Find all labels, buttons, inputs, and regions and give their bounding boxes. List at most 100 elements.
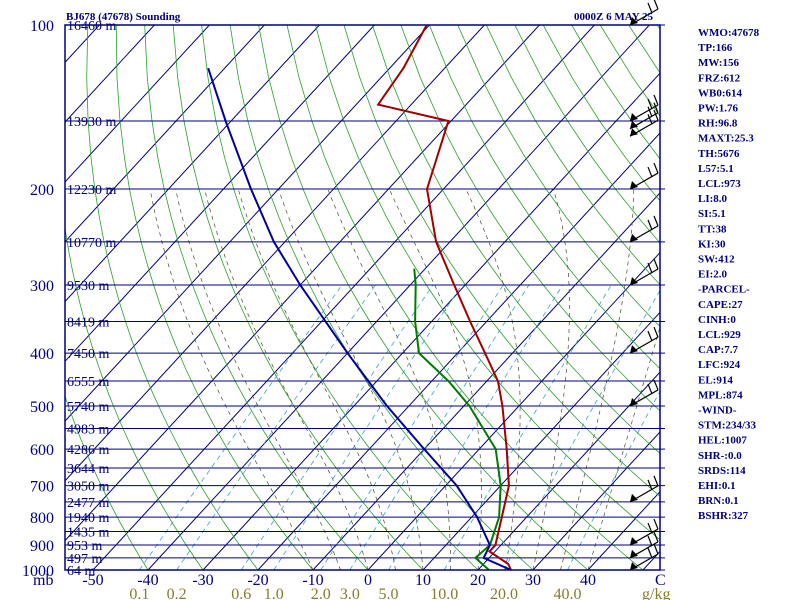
sounding-index: TT:38 [698,223,727,235]
barb-flag [630,233,638,242]
sounding-index: EI:2.0 [698,269,728,281]
barb-feather [647,166,653,178]
temperature-tick-label: -10 [302,572,323,589]
pressure-tick-label: 500 [30,399,54,416]
isotherm-line [65,25,320,303]
sounding-index: SRDS:114 [698,465,746,477]
wind-barb [629,215,659,243]
temperature-tick-label: -20 [247,572,268,589]
moist-adiabat [327,188,451,570]
barb-flag [630,562,638,570]
mixing-ratio-tick-label: 20.0 [490,586,518,600]
temperature-tick-label: 10 [415,572,431,589]
height-label: 9530 m [67,279,110,294]
temperature-tick-label: 40 [580,572,596,589]
barb-flag [630,549,638,558]
barb-feather [647,114,653,125]
pressure-tick-label: 700 [30,479,54,496]
sounding-indices-panel: WMO:47678 TP:166 MW:156 FRZ:612 WB0:614 PW:1.… [698,27,760,522]
sounding-index: MAXT:25.3 [698,133,754,145]
isotherm-line [257,132,660,570]
dry-adiabat [429,25,660,370]
sounding-index: KI:30 [698,238,726,250]
barb-feather [653,0,659,10]
temperature-tick-label: 30 [525,572,541,589]
pressure-tick-label: 1000 [22,563,54,580]
chart-title-left: BJ678 (47678) Sounding [66,11,181,23]
moist-adiabat [278,188,424,570]
temperature-tick-label: -30 [192,572,213,589]
height-label: 4286 m [67,443,110,458]
barb-feather [647,106,653,117]
barb-feather [647,262,653,274]
temperature-profile [376,25,512,570]
mixing-ratio-tick-label: 5.0 [378,586,398,600]
height-label: 3644 m [67,462,110,477]
moist-adiabat [587,325,660,570]
isobar-lines [65,24,665,571]
wind-barb [629,475,659,503]
mixing-ratio-line [443,284,612,570]
isotherm-line [532,431,660,570]
dry-adiabat [201,25,479,570]
height-label: 5740 m [67,400,110,415]
dry-adiabat [115,25,314,570]
mixing-ratio-tick-label: 1.0 [264,586,284,600]
barb-feather [647,522,653,534]
isotherm-line [65,25,155,123]
mixing-ratio-tick-label: 10.0 [430,586,458,600]
isotherm-line [477,371,660,570]
wind-barb [629,162,659,190]
sounding-index: LFC:924 [698,359,741,371]
wind-barb [629,518,659,546]
height-label: 16460 m [67,19,117,34]
barb-feather [653,162,659,174]
sounding-index: EHI:0.1 [698,480,736,492]
wind-barb [629,110,659,137]
barb-flag [630,120,638,129]
barb-feather [647,535,653,547]
mixing-ratio-tick-label: 0.2 [167,586,187,600]
wind-barb [629,94,659,122]
wind-barb [629,0,659,26]
sounding-index: LCL:929 [698,329,741,341]
mixing-ratio-tick-label: 3.0 [340,586,360,600]
barb-feather [647,330,653,342]
sounding-profiles [207,25,512,570]
barb-feather [653,531,659,543]
barb-feather [647,219,653,231]
temperature-tick-label: -40 [137,572,158,589]
barb-feather [653,215,659,227]
mixing-ratio-unit: g/kg [642,586,670,600]
pressure-tick-label: 100 [30,18,54,35]
height-label: 10770 m [67,236,117,251]
mixing-ratio-tick-label: 0.6 [231,586,251,600]
sounding-index: TH:5676 [698,148,740,160]
barb-feather [647,479,653,491]
wind-barb [629,543,659,571]
dry-adiabat [485,25,660,286]
mixing-ratio-line [176,284,376,570]
barb-feather [653,258,659,270]
height-label: 64 m [67,564,96,579]
barb-feather [653,326,659,338]
height-label: 8419 m [67,316,110,331]
isotherm-line [422,311,660,570]
sounding-index: WB0:614 [698,87,743,99]
moist-adiabat [560,189,635,570]
isotherm-line [65,25,265,243]
mixing-ratio-tick-label: 40.0 [554,586,582,600]
sounding-index: MW:156 [698,57,739,69]
isotherm-line [65,25,540,542]
pressure-tick-label: 600 [30,442,54,459]
sounding-index: TP:166 [698,42,733,54]
sounding-index: LI:8.0 [698,193,728,205]
isotherm-line [65,25,485,482]
barb-flag [630,537,638,546]
sounding-index: SI:5.1 [698,208,726,220]
sounding-index: RH:96.8 [698,118,738,130]
barb-flag [630,17,638,25]
sounding-index: -WIND- [698,405,737,417]
mixing-ratio-line [273,284,463,570]
